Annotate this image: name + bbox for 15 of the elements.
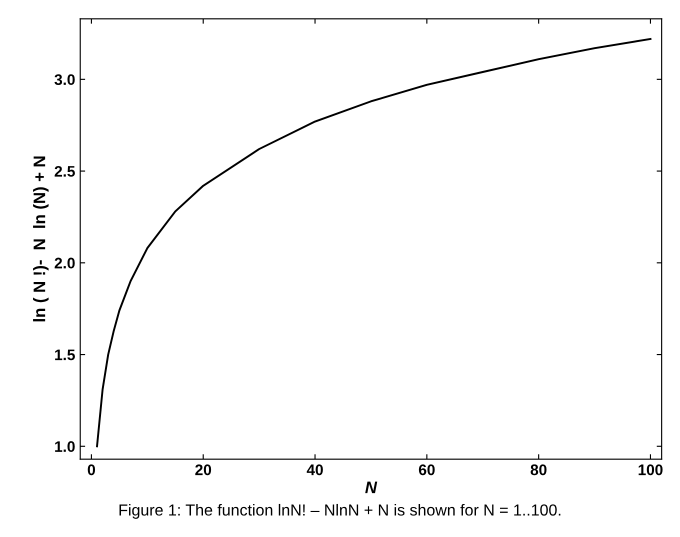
y-tick-label: 1.5 xyxy=(55,350,75,360)
x-tick-label: 80 xyxy=(530,464,547,476)
caption: Figure 1: The function lnN! – NlnN + N is shown for N = 1..100. xyxy=(120,504,560,519)
y-axis-title: ln ( N !)- N ln (N) + N xyxy=(33,156,49,322)
line-series xyxy=(96,38,652,448)
x-axis-title: N xyxy=(365,482,378,494)
x-tick-label: 40 xyxy=(306,464,323,476)
x-tick-label: 20 xyxy=(195,464,212,476)
x-tick-label: 100 xyxy=(638,464,663,476)
x-tick-label: 60 xyxy=(418,464,435,476)
x-tick-label: 0 xyxy=(88,464,96,476)
y-tick-label: 2.5 xyxy=(54,166,75,177)
y-tick-label: 2.0 xyxy=(54,258,75,269)
y-tick-label: 1.0 xyxy=(55,441,75,452)
y-tick-label: 3.0 xyxy=(54,74,75,86)
